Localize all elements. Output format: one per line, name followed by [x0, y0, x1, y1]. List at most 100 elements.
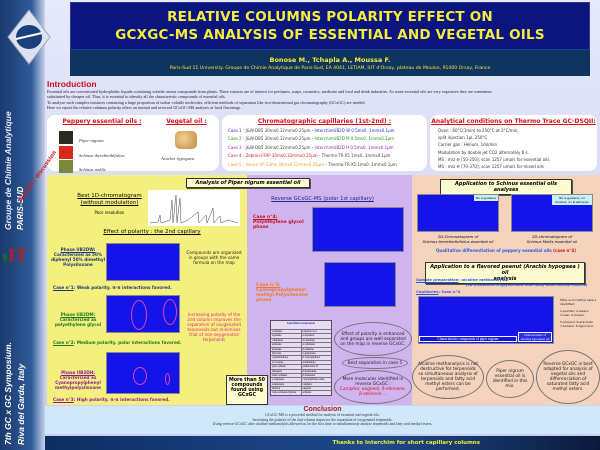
intro-line: substituted by cheaper oil. Thus, it is …: [47, 94, 226, 100]
conditions-title: Analytical conditions on Thermo Trace GC…: [431, 118, 596, 125]
effect-bubble: Effect of polarity is enhanced and group…: [334, 322, 412, 356]
phase-ub2dm: Phase UB2DM: Caracterized as polyethylen…: [54, 312, 102, 327]
chromatogram-case4: [312, 207, 404, 252]
authors: Bonose M., Tchapla A., Moussa F.: [269, 55, 391, 64]
intro-title: Introduction: [47, 79, 97, 89]
capillaries-box: Chromatographic capillaries (1st-2nd) : …: [222, 115, 427, 171]
table-row: β-pinene β-elemene: [271, 346, 331, 351]
conditions-box: Analytical conditions on Thermo Trace GC…: [430, 115, 597, 171]
thanks-text: Thanks to Interchim for short capillary …: [332, 440, 480, 446]
table-row: limonene β-bisabolene: [271, 368, 331, 373]
piper-nigrum-image: [59, 131, 73, 144]
table-row: α-pinene α-terpineol: [271, 333, 331, 338]
1d-chromatogram: [148, 190, 240, 226]
schinus-therebinthifolius-image: [59, 146, 73, 159]
vegetal-title: Vegetal oil :: [166, 118, 207, 125]
case-4: Case 4 : Zebron-FFAP 30mx0.32mmx0.25µm -…: [228, 153, 391, 159]
more-than-50-box: More than 50 compounds found using GCxGC: [226, 375, 268, 405]
arachis-image: [175, 131, 197, 149]
symposium-name: 7th GC x GC Symposium.: [3, 342, 13, 445]
table-row: α-phellandrene β-caryophyllene: [271, 355, 331, 360]
peppery-title: Peppery essential oils :: [62, 118, 142, 125]
footer: Thanks to Interchim for short capillary …: [45, 436, 600, 450]
chromatogram-case5: [324, 262, 396, 307]
case5-block: Case n°5: Cyanopropylphenyl methyl Polys…: [256, 283, 309, 303]
intro-line: Here we report the relative columns pola…: [47, 105, 244, 111]
schinus-t-caption: 2D-Chromatogram of Schinus therebinthifol…: [422, 234, 494, 244]
introduction-section: Introduction Essential oils are concentr…: [47, 79, 597, 111]
chromatogram-case1: [106, 243, 180, 281]
chromatogram-case3: [106, 352, 180, 394]
it-logo: §IT: [2, 245, 28, 265]
table-row: γ-terpinene caryophyllene oxide: [271, 377, 331, 382]
sample-schinus-t: Schinus therebinthifolius: [59, 142, 125, 161]
table-row: linalool eugenol: [271, 386, 331, 391]
case3-note: Case n°3: High polarity. π-π interaction…: [53, 397, 170, 402]
case1-note: Case n°1: Weak polarity. π-π interaction…: [53, 285, 172, 290]
table-row: trans-sabinene hydrate selinene: [271, 390, 331, 395]
piper-analysis-title: Analysis of Piper nigrum essential oil: [186, 178, 310, 188]
conclusion-line: Using reverse GCxGC after alcaline metha…: [212, 422, 433, 427]
intro-line: To analyze such complex mixtures contain…: [47, 99, 366, 105]
symposium-location: Riva del Garda, Italy: [16, 363, 26, 445]
more-molecules-bubble: More molecules identified in reverse GCx…: [334, 370, 412, 404]
conditions-list: Oven : 60°C(1min) to 250°C at 3°C/min; s…: [438, 128, 550, 170]
lab-logo-icon: [7, 9, 51, 65]
case-2: Case 2 : J&W-DB5 30mx0.32mmx0.25µm - Int…: [228, 136, 395, 142]
sample-preparation: Sample preparation: alcaline methanolysi…: [416, 277, 588, 287]
schinus-title: Application to Schinus essential oils an…: [440, 179, 572, 195]
peanut-title: Application to a flavored peanut (Arachi…: [425, 262, 585, 284]
phase-ub2dw: Phase UB2DW: Caracterized as 50% dipheny…: [50, 247, 106, 267]
case-1: Case 1 : J&W-DB5 30mx0.32mmx0.25µm - Int…: [228, 128, 395, 133]
table-row: δ-3-carene α-humulene: [271, 359, 331, 365]
schinus-m-tag: No α-guaiene, no linalool, no β-selinene: [552, 195, 592, 205]
capillaries-title: Chromatographic capillaries (1st-2nd) :: [257, 118, 392, 125]
table-row: sabinene α-cubebene: [271, 342, 331, 347]
conclusion-line: GCxGC-MS is a powerful method for analys…: [265, 413, 380, 417]
fatty-acids-list: Fatty acid methyl esters identified: 1-p…: [560, 298, 597, 328]
table-row: α-thujene terpinen-4-ol: [271, 329, 331, 334]
polarity-note: Increasing polarity of the 2nd column im…: [187, 312, 241, 342]
capillaries-list: Case 1 : J&W-DB5 30mx0.32mmx0.25µm - Int…: [228, 127, 397, 169]
group-name: Groupe de Chimie Analytique: [3, 111, 13, 230]
table-row: myrcene α-gurjunene: [271, 350, 331, 356]
conclusion-line: Increasing the polarity of the 2nd colum…: [252, 417, 393, 422]
schinus-m-caption: 2D-chromatogram of Schinus Mollis essenti…: [526, 234, 578, 244]
title-line-1: RELATIVE COLUMNS POLARITY EFFECT ON: [167, 9, 493, 25]
identified-compounds-table: Identified compounds α-thujene terpinen-4…: [270, 320, 332, 396]
compounds-note: Compounds are organized in groups with t…: [186, 250, 242, 265]
char-arachis-label: Characteristic of Arachis hypogaea oil: [518, 332, 552, 342]
phase-ub2dh: Phase UB2DH: Caracterized as Cyanopropyl…: [55, 370, 101, 390]
case-5: Case 5 : Varian VF-23ms 30mx0.32mmx0.25µ…: [228, 161, 397, 167]
title-line-2: GCXGC-MS ANALYSIS OF ESSENTIAL AND VEGET…: [115, 27, 545, 43]
case4-block: Case n°4: Polyethylene glycol phase: [253, 215, 304, 230]
char-piper-label: Characteristic compounds of piper nigrum: [419, 336, 517, 342]
chromatogram-schinus-m: No α-guaiene, no linalool, no β-selinene: [511, 194, 593, 232]
schinus-mollis-image: [59, 160, 73, 173]
schinus-t-tag: No α-guaiene: [473, 195, 498, 201]
piper-identified-bubble: Piper nigrum essential oil is identified…: [486, 360, 534, 398]
conclusion-section: Conclusion GCxGC-MS is a powerful method…: [45, 406, 600, 434]
intro-line: Essential oils are concentrated hydropho…: [47, 89, 492, 94]
best1d-block: Best 1D-chromatogram (without modulation…: [77, 193, 142, 215]
affiliation: Paris-Sud 11 University. Groupe de Chimi…: [169, 65, 491, 71]
sample-piper: Piper nigrum: [59, 127, 104, 146]
reverse-adapted-bubble: Reverse GCxGC is best adapted for analys…: [536, 350, 600, 404]
chromatogram-schinus-t: No α-guaiene: [417, 194, 499, 232]
reverse-title: Reverse GCxGC-MS (polar 1st capillary): [271, 196, 374, 202]
case-3: Case 3 : J&W-DB5 30mx0.32mmx0.25µm - Int…: [228, 144, 394, 150]
conclusion-title: Conclusion: [303, 406, 342, 413]
table-row: terpinolene camphor: [271, 381, 331, 387]
best-separation-bubble: Best separation in case 5: [342, 357, 408, 369]
samples-box: Peppery essential oils : Piper nigrum Sc…: [47, 115, 219, 173]
case2-note: Case n°2: Medium polarity. polar interac…: [53, 340, 182, 345]
sidebar: Groupe de Chimie Analytique PARIS-SUD §I…: [0, 0, 51, 450]
table-row: camphene δ-cubebene: [271, 337, 331, 343]
poster-header: RELATIVE COLUMNS POLARITY EFFECT ON GCXG…: [70, 2, 590, 77]
table-row: para-cymene germacrene D: [271, 364, 331, 369]
polarity-title: Effect of polarity : the 2nd capillary: [103, 229, 201, 235]
peanut-capillaries: Capillaries: Case n°4: [416, 289, 461, 294]
table-row: trans-ocimene β-farnesene: [271, 372, 331, 378]
qualitative-note: Qualitative differentiation of peppery e…: [435, 248, 577, 253]
